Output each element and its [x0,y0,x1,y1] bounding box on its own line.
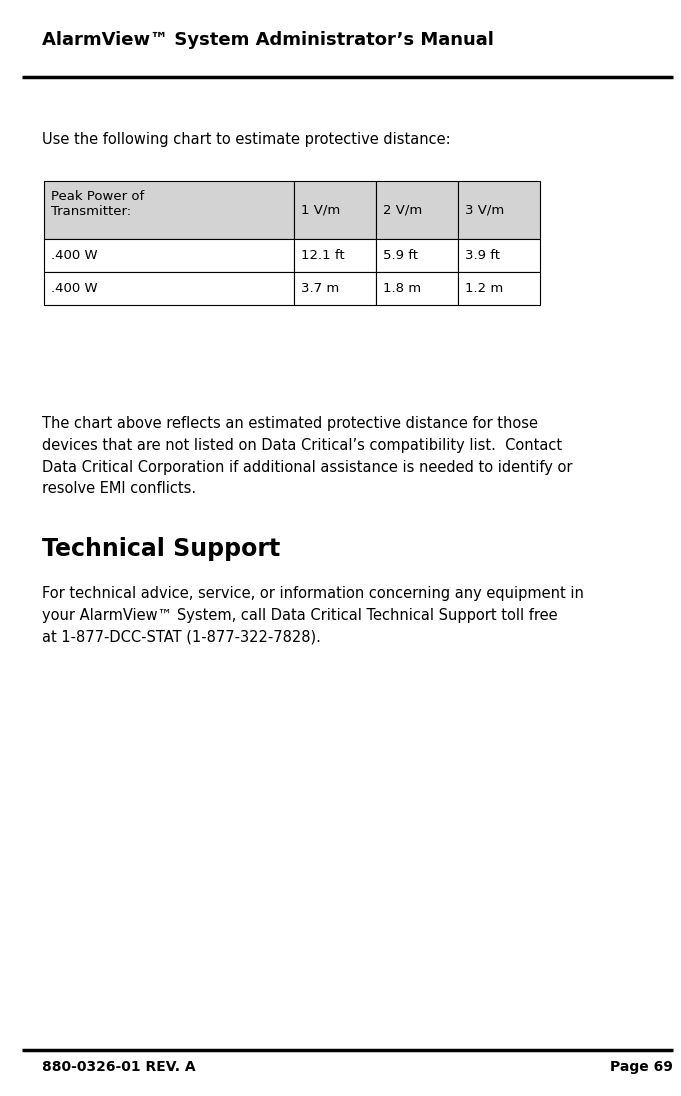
Text: 3.9 ft: 3.9 ft [465,249,500,262]
Text: 5.9 ft: 5.9 ft [383,249,418,262]
Text: .400 W: .400 W [51,249,97,262]
Text: The chart above reflects an estimated protective distance for those
devices that: The chart above reflects an estimated pr… [42,416,573,496]
Text: Technical Support: Technical Support [42,537,281,561]
Text: 1 V/m: 1 V/m [301,204,340,216]
Text: 880-0326-01 REV. A: 880-0326-01 REV. A [42,1060,195,1074]
Text: Page 69: Page 69 [610,1060,673,1074]
Text: 2 V/m: 2 V/m [383,204,422,216]
Text: 3 V/m: 3 V/m [465,204,504,216]
Text: .400 W: .400 W [51,282,97,295]
Text: 12.1 ft: 12.1 ft [301,249,345,262]
Text: 3.7 m: 3.7 m [301,282,339,295]
Text: 1.2 m: 1.2 m [465,282,503,295]
Text: Peak Power of
Transmitter:: Peak Power of Transmitter: [51,190,144,218]
Text: Use the following chart to estimate protective distance:: Use the following chart to estimate prot… [42,132,451,147]
Text: 1.8 m: 1.8 m [383,282,421,295]
Text: For technical advice, service, or information concerning any equipment in
your A: For technical advice, service, or inform… [42,586,584,644]
Text: AlarmView™ System Administrator’s Manual: AlarmView™ System Administrator’s Manual [42,32,494,49]
